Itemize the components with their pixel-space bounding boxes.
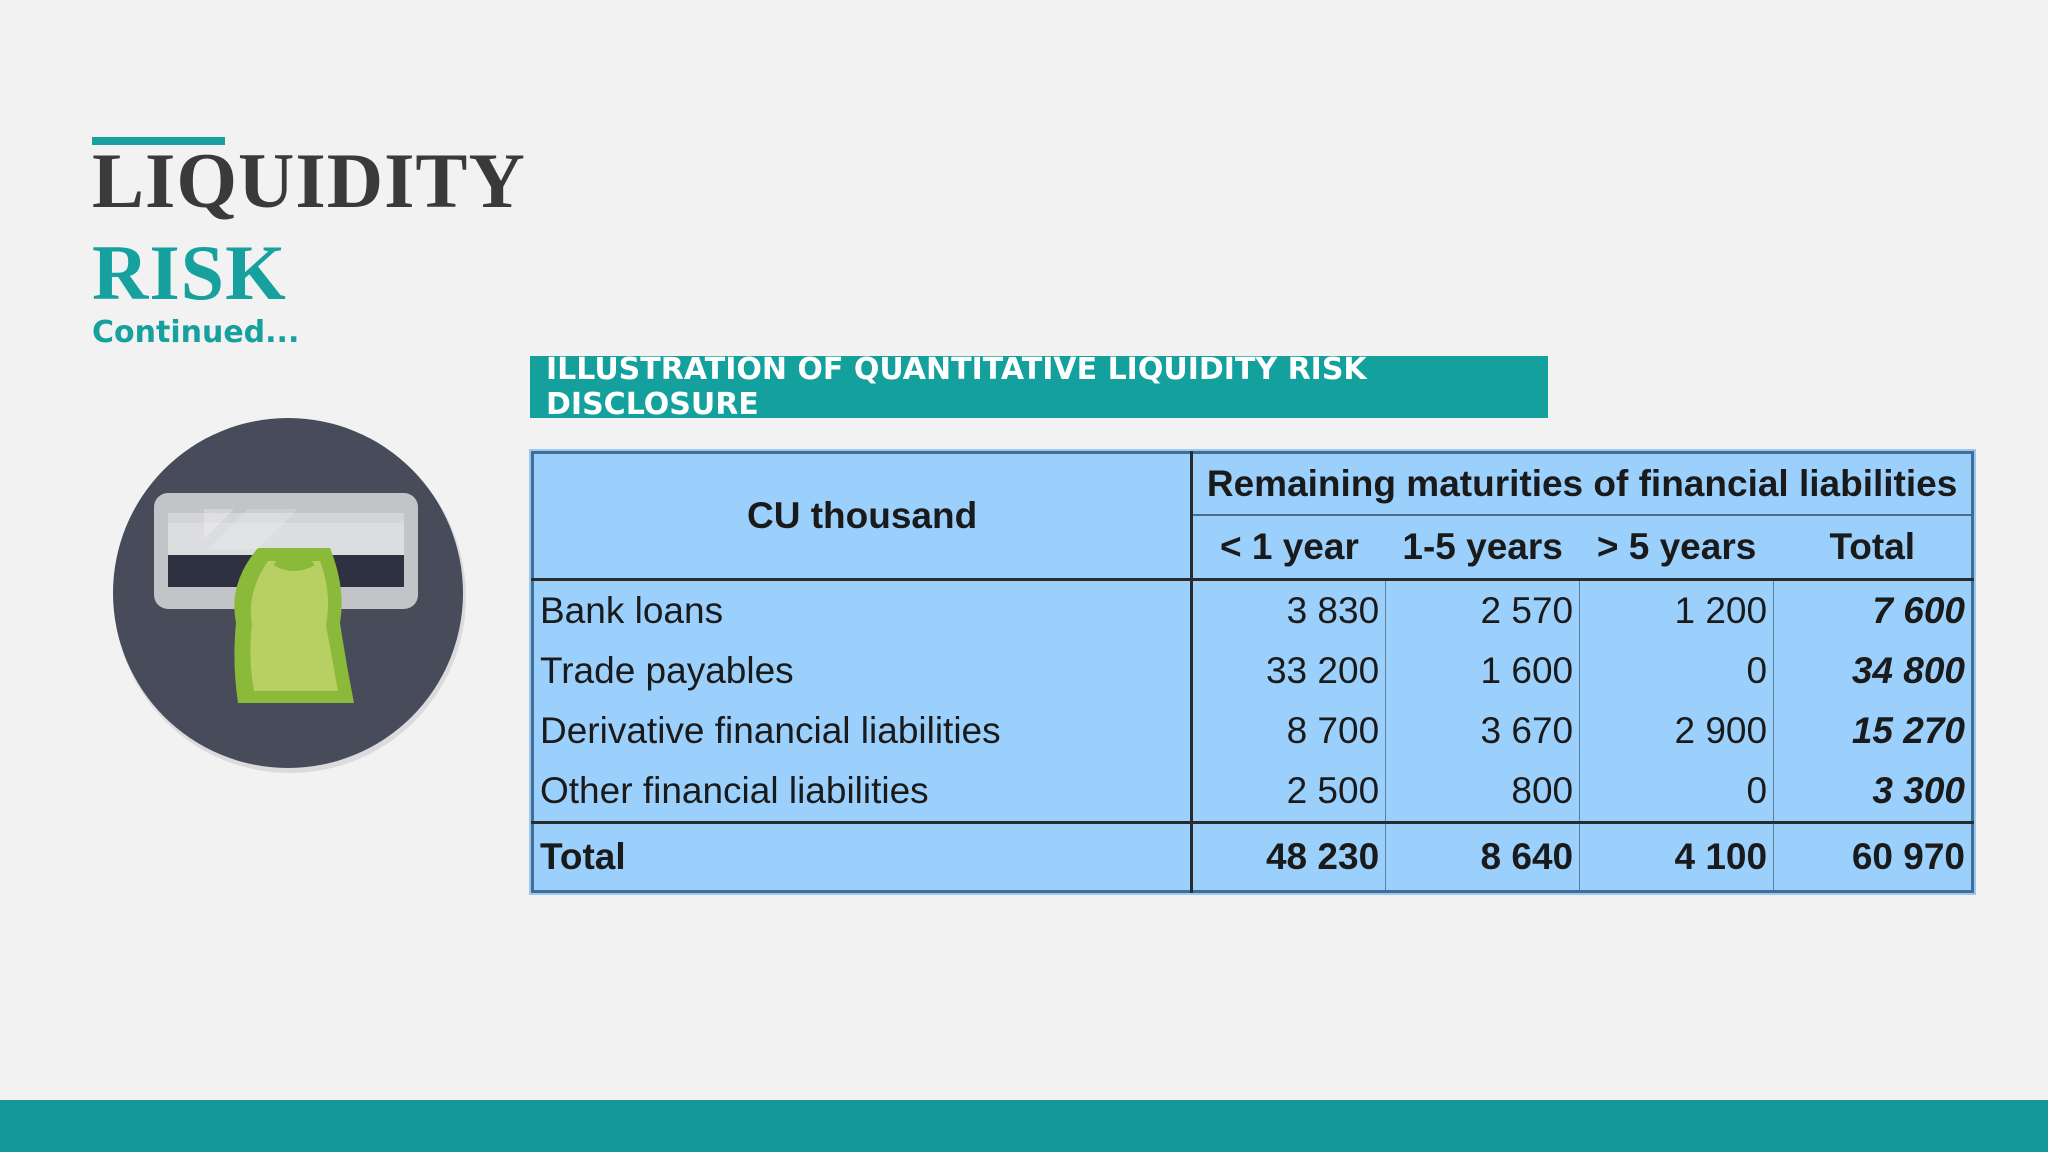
page-title-line1: LIQUIDITY <box>92 137 526 224</box>
cell-value: 2 570 <box>1385 579 1581 641</box>
total-cell-value: 48 230 <box>1191 821 1387 892</box>
row-label: Trade payables <box>532 641 1194 701</box>
cell-value: 8 700 <box>1191 701 1387 761</box>
grand-total-value: 60 970 <box>1773 821 1973 892</box>
corner-header: CU thousand <box>532 452 1194 581</box>
cell-value: 3 670 <box>1385 701 1581 761</box>
row-label: Derivative financial liabilities <box>532 701 1194 761</box>
liquidity-maturity-table: CU thousand Remaining maturities of fina… <box>531 451 1974 893</box>
table-total-row: Total 48 230 8 640 4 100 60 970 <box>532 821 1973 892</box>
row-total: 34 800 <box>1851 650 1965 691</box>
title-accent-bar <box>92 137 225 145</box>
table-row: Other financial liabilities 2 500 800 0 … <box>532 761 1973 823</box>
table-column-header-row: < 1 year 1-5 years > 5 years Total <box>533 515 1973 581</box>
group-header: Remaining maturities of financial liabil… <box>1191 452 1973 516</box>
total-cell-value: 4 100 <box>1579 821 1775 892</box>
row-total: 7 600 <box>1872 590 1965 631</box>
table-row: Bank loans 3 830 2 570 1 200 7 600 <box>532 579 1973 641</box>
cell-value: 2 500 <box>1191 761 1387 823</box>
table-row: Derivative financial liabilities 8 700 3… <box>532 701 1973 761</box>
column-header-total: Total <box>1773 515 1973 581</box>
cell-value: 0 <box>1579 761 1775 823</box>
cell-value: 800 <box>1385 761 1581 823</box>
row-label: Bank loans <box>532 579 1194 641</box>
cell-value: 0 <box>1579 641 1775 701</box>
cell-value: 33 200 <box>1191 641 1387 701</box>
table-row: Trade payables 33 200 1 600 0 34 800 <box>532 641 1973 701</box>
atm-cash-withdrawal-icon <box>108 413 468 773</box>
row-total: 15 270 <box>1851 710 1965 751</box>
column-header-under-1-year: < 1 year <box>1191 515 1386 581</box>
row-label: Other financial liabilities <box>532 761 1194 823</box>
cell-value: 2 900 <box>1579 701 1775 761</box>
section-banner-text: ILLUSTRATION OF QUANTITATIVE LIQUIDITY R… <box>546 352 1367 422</box>
cell-value: 1 600 <box>1385 641 1581 701</box>
column-header-1-5-years: 1-5 years <box>1385 515 1580 581</box>
section-banner: ILLUSTRATION OF QUANTITATIVE LIQUIDITY R… <box>530 352 1548 422</box>
footer-bar <box>0 1100 2048 1152</box>
table-header-row: CU thousand Remaining maturities of fina… <box>532 452 1973 581</box>
subtitle: Continued... <box>92 315 300 350</box>
total-row-label: Total <box>532 821 1194 892</box>
cell-value: 3 830 <box>1191 579 1387 641</box>
column-header-over-5-years: > 5 years <box>1579 515 1774 581</box>
page-title-line2: RISK <box>92 229 287 316</box>
cell-value: 1 200 <box>1579 579 1775 641</box>
total-cell-value: 8 640 <box>1385 821 1581 892</box>
row-total: 3 300 <box>1872 770 1965 811</box>
